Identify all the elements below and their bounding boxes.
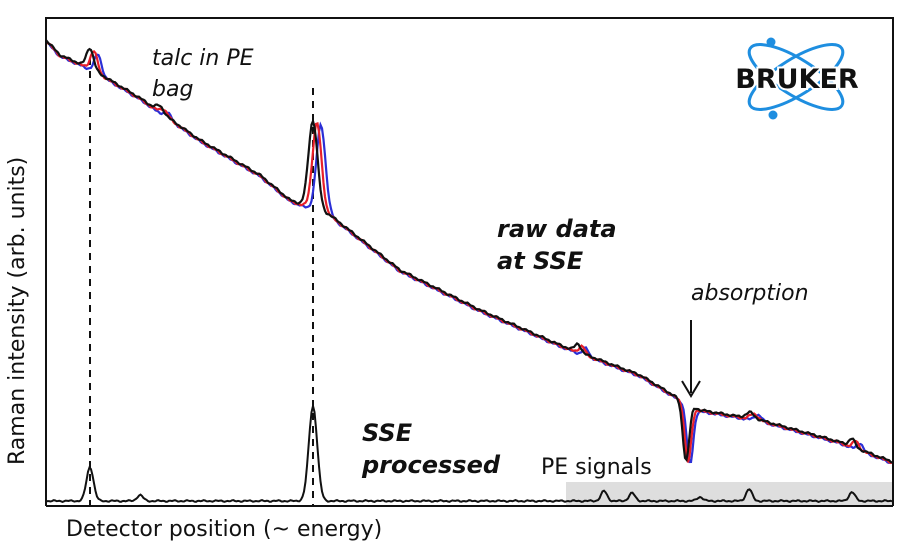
bruker-logo-text: BRUKER	[735, 64, 859, 95]
raw-data-label-line1: raw data	[497, 215, 617, 243]
absorption-arrow	[681, 320, 701, 398]
pe-signals-band	[566, 482, 893, 506]
absorption-label: absorption	[691, 281, 809, 306]
sse-processed-label-line2: processed	[361, 451, 501, 479]
y-axis-label: Raman intensity (arb. units)	[5, 157, 30, 465]
raw-data-label-line2: at SSE	[497, 247, 584, 275]
talc-label-line2: bag	[152, 77, 193, 102]
sse-processed-label-line1: SSE	[362, 419, 413, 447]
pe-signals-label: PE signals	[541, 455, 652, 480]
bruker-logo: BRUKER	[733, 37, 861, 120]
plot-frame	[45, 17, 894, 506]
processed-spectrum	[45, 405, 893, 503]
x-axis-label: Detector position (~ energy)	[66, 517, 382, 542]
raw-spectrum-blue	[45, 41, 893, 465]
raw-spectrum-black	[45, 39, 893, 464]
raw-spectrum-red	[45, 40, 893, 465]
talc-label-line1: talc in PE	[152, 46, 254, 71]
